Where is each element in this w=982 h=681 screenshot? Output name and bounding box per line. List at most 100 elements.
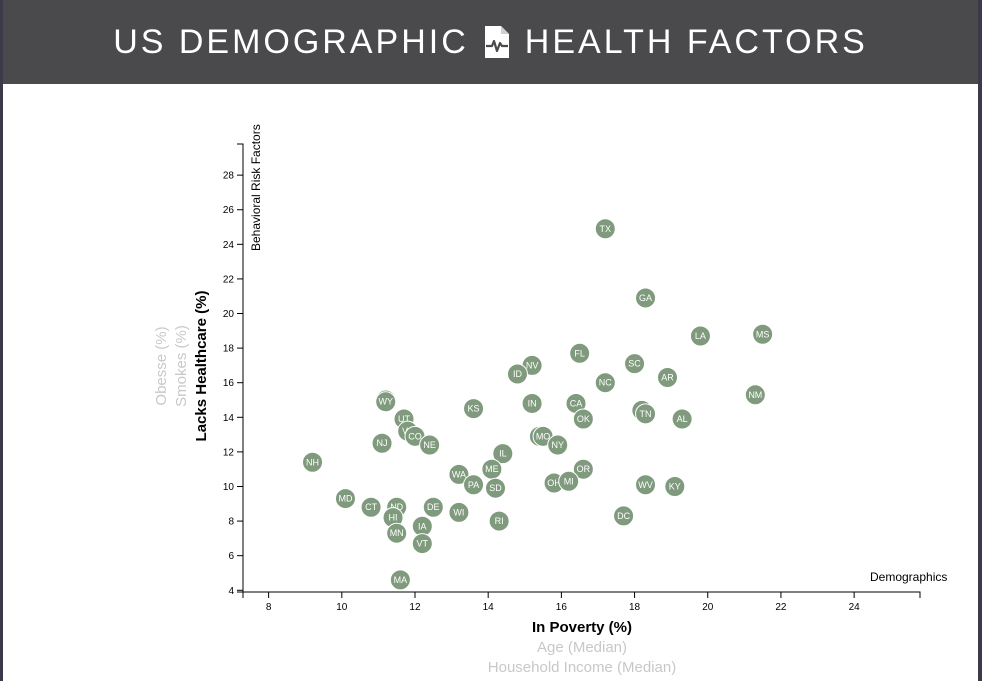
state-circle[interactable] [689,325,711,347]
state-label: RI [495,516,504,526]
state-point-ar[interactable]: AR [656,367,678,389]
state-circle[interactable] [360,496,382,518]
state-circle[interactable] [485,477,507,499]
state-circle[interactable] [635,474,657,496]
state-point-wv[interactable]: WV [635,474,657,496]
state-point-wy[interactable]: WY [375,391,397,413]
y-tick-label: 18 [223,344,235,355]
state-point-ok[interactable]: OK [572,408,594,430]
state-point-ga[interactable]: GA [635,287,657,309]
state-point-nh[interactable]: NH [302,451,324,473]
state-point-in[interactable]: IN [521,392,543,414]
state-circle[interactable] [752,323,774,345]
state-circle[interactable] [375,391,397,413]
state-point-ct[interactable]: CT [360,496,382,518]
state-point-ia[interactable]: IA [411,515,433,537]
state-label: NY [551,440,564,450]
state-circle[interactable] [671,408,693,430]
state-circle[interactable] [422,496,444,518]
state-point-wa[interactable]: WA [448,463,470,485]
state-point-mi[interactable]: MI [558,470,580,492]
state-point-ms[interactable]: MS [752,323,774,345]
y-label-smokes[interactable]: Smokes (%) [173,325,190,407]
state-label: DC [617,511,630,521]
state-circle[interactable] [448,501,470,523]
x-tick-label: 24 [849,602,861,613]
state-label: CO [408,431,422,441]
state-point-sc[interactable]: SC [624,353,646,375]
state-circle[interactable] [506,363,528,385]
state-point-sd[interactable]: SD [485,477,507,499]
state-circle[interactable] [547,434,569,456]
state-point-ne[interactable]: NE [419,434,441,456]
state-circle[interactable] [656,367,678,389]
state-circle[interactable] [624,353,646,375]
state-point-al[interactable]: AL [671,408,693,430]
x-label-income[interactable]: Household Income (Median) [488,659,676,676]
state-label: MS [756,329,770,339]
state-circle[interactable] [594,218,616,240]
x-label-poverty[interactable]: In Poverty (%) [532,619,632,636]
state-point-ky[interactable]: KY [664,475,686,497]
y-label-obesity[interactable]: Obesse (%) [153,326,170,405]
state-circle[interactable] [448,463,470,485]
state-circle[interactable] [371,432,393,454]
state-point-id[interactable]: ID [506,363,528,385]
state-circle[interactable] [419,434,441,456]
state-circle[interactable] [558,470,580,492]
y-tick-label: 12 [223,447,235,458]
x-tick-label: 22 [775,602,787,613]
state-circle[interactable] [569,342,591,364]
state-circle[interactable] [488,510,510,532]
state-circle[interactable] [572,408,594,430]
state-circle[interactable] [521,392,543,414]
state-point-ma[interactable]: MA [389,569,411,591]
state-point-nc[interactable]: NC [594,372,616,394]
state-point-ks[interactable]: KS [463,398,485,420]
state-circle[interactable] [613,505,635,527]
state-label: ME [485,464,499,474]
state-point-nm[interactable]: NM [744,384,766,406]
x-label-age[interactable]: Age (Median) [537,639,627,656]
state-point-pa[interactable]: PA [463,474,485,496]
state-point-vt[interactable]: VT [411,533,433,555]
y-label-healthcare[interactable]: Lacks Healthcare (%) [193,291,210,442]
state-point-tn[interactable]: TN [635,403,657,425]
state-label: OH [547,478,561,488]
x-tick-label: 8 [266,602,272,613]
state-point-de[interactable]: DE [422,496,444,518]
state-circle[interactable] [411,533,433,555]
state-label: PA [468,480,479,490]
x-tick-label: 10 [336,602,348,613]
state-point-mn[interactable]: MN [386,522,408,544]
state-point-ny[interactable]: NY [547,434,569,456]
state-point-md[interactable]: MD [334,488,356,510]
state-point-dc[interactable]: DC [613,505,635,527]
state-circle[interactable] [386,522,408,544]
state-circle[interactable] [572,458,594,480]
y-tick-label: 22 [223,274,235,285]
state-circle[interactable] [664,475,686,497]
state-point-or[interactable]: OR [572,458,594,480]
state-circle[interactable] [302,451,324,473]
state-circle[interactable] [635,287,657,309]
state-label: ND [390,502,403,512]
state-label: IN [528,398,537,408]
state-point-nj[interactable]: NJ [371,432,393,454]
state-point-il[interactable]: IL [492,443,514,465]
state-point-ri[interactable]: RI [488,510,510,532]
state-circle[interactable] [635,403,657,425]
state-label: NE [423,440,436,450]
state-circle[interactable] [389,569,411,591]
state-point-fl[interactable]: FL [569,342,591,364]
state-point-wi[interactable]: WI [448,501,470,523]
state-point-me[interactable]: ME [481,458,503,480]
state-circle[interactable] [492,443,514,465]
state-circle[interactable] [463,474,485,496]
state-circle[interactable] [594,372,616,394]
state-circle[interactable] [334,488,356,510]
state-point-la[interactable]: LA [689,325,711,347]
state-circle[interactable] [744,384,766,406]
state-point-tx[interactable]: TX [594,218,616,240]
state-circle[interactable] [463,398,485,420]
